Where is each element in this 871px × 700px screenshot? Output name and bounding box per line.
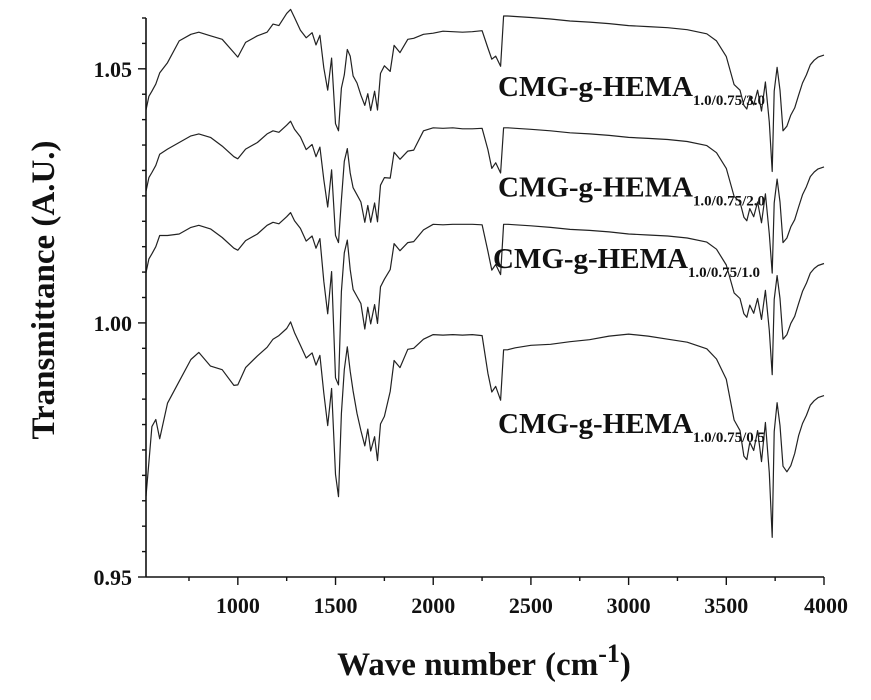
- series-line-3: [145, 212, 825, 386]
- series-labels: CMG-g-HEMA1.0/0.75/3.0 CMG-g-HEMA1.0/0.75…: [493, 71, 765, 446]
- x-tick-label: 3000: [607, 593, 651, 618]
- series-label-1: CMG-g-HEMA1.0/0.75/3.0: [498, 71, 765, 109]
- y-tick-label: 1.00: [94, 311, 133, 336]
- y-axis-ticks: 0.95 1.00 1.05: [94, 17, 146, 590]
- series-traces: [145, 8, 825, 538]
- y-tick-label: 0.95: [94, 565, 133, 590]
- series-line-1: [145, 8, 825, 173]
- series-label-3: CMG-g-HEMA1.0/0.75/1.0: [493, 243, 760, 281]
- series-line-2: [145, 120, 825, 274]
- series-label-2: CMG-g-HEMA1.0/0.75/2.0: [498, 171, 765, 209]
- x-axis-title: Wave number (cm-1): [337, 639, 631, 683]
- series-line-4: [145, 321, 825, 538]
- x-axis-ticks: 1000 1500 2000 2500 3000 3500 4000: [188, 577, 848, 618]
- x-axis-unit-base: cm: [556, 647, 598, 683]
- x-tick-label: 3500: [704, 593, 748, 618]
- y-tick-label: 1.05: [94, 57, 133, 82]
- x-tick-label: 2500: [509, 593, 553, 618]
- series-label-4: CMG-g-HEMA1.0/0.75/0.5: [498, 408, 765, 446]
- y-axis-title: Transmittance (A.U.): [26, 140, 62, 439]
- x-tick-label: 1500: [314, 593, 358, 618]
- x-tick-label: 4000: [804, 593, 848, 618]
- x-axis-unit-exponent: -1: [598, 639, 620, 668]
- x-tick-label: 1000: [216, 593, 260, 618]
- x-tick-label: 2000: [411, 593, 455, 618]
- x-axis-title-text: Wave number: [337, 647, 536, 683]
